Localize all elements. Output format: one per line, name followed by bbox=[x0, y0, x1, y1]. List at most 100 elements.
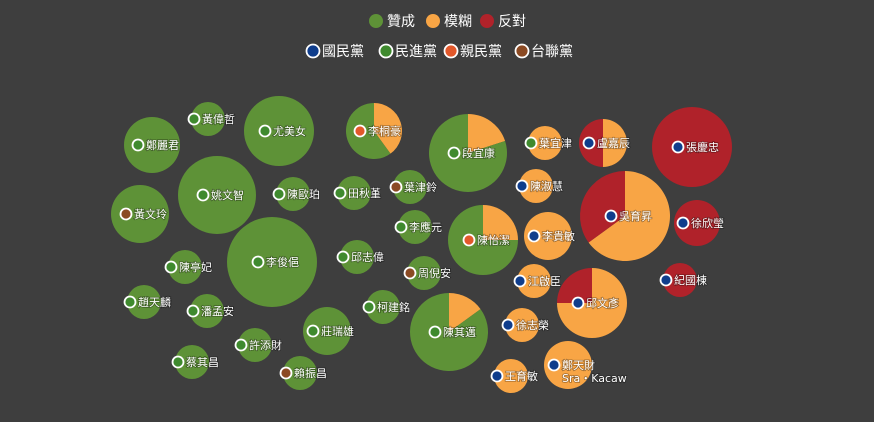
legend-party-item-party_tsu: 台聯黨 bbox=[514, 43, 573, 60]
party-marker bbox=[123, 295, 137, 309]
bubble-label: 許添財 bbox=[249, 338, 282, 352]
bubble[interactable]: 葉津鈴 bbox=[389, 170, 438, 204]
bubble[interactable]: 周倪安 bbox=[403, 256, 452, 290]
slice-oppose bbox=[652, 107, 732, 187]
bubble[interactable]: 李俊俋 bbox=[227, 217, 317, 307]
slice-vague bbox=[603, 119, 627, 167]
party-marker bbox=[187, 112, 201, 126]
slice-vague bbox=[517, 264, 551, 298]
party-marker bbox=[428, 325, 442, 339]
bubble[interactable]: 吳育昇 bbox=[580, 171, 670, 262]
legend-label: 反對 bbox=[498, 14, 526, 30]
slice-vague bbox=[588, 171, 670, 262]
party-marker bbox=[362, 300, 376, 314]
slice-vague bbox=[524, 212, 572, 260]
bubble-label: 陳其邁 bbox=[443, 325, 476, 339]
slice-agree bbox=[346, 103, 391, 160]
bubble-label: 李貴敏 bbox=[542, 229, 575, 243]
slice-vague bbox=[374, 103, 402, 154]
bubble[interactable]: 盧嘉辰 bbox=[579, 119, 631, 167]
bubble[interactable]: 姚文智 bbox=[178, 156, 256, 234]
party-marker bbox=[490, 369, 504, 383]
party-marker bbox=[515, 179, 529, 193]
legend-label: 親民黨 bbox=[460, 44, 502, 60]
party-marker bbox=[234, 338, 248, 352]
party-marker bbox=[447, 146, 461, 160]
party-marker bbox=[582, 136, 596, 150]
bubble[interactable]: 鄭麗君 bbox=[124, 117, 180, 173]
bubble-label: 李桐豪 bbox=[368, 124, 401, 138]
bubble-label: 莊瑞雄 bbox=[321, 324, 354, 338]
party-marker bbox=[501, 318, 515, 332]
slice-agree bbox=[244, 96, 314, 166]
bubble-label: 段宜康 bbox=[462, 146, 495, 160]
party-marker bbox=[462, 233, 476, 247]
bubble-label: 葉宜津 bbox=[539, 136, 572, 150]
bubble-label: 潘孟安 bbox=[201, 304, 234, 318]
party-marker bbox=[171, 355, 185, 369]
bubble[interactable]: 王育敏 bbox=[490, 359, 539, 393]
party-marker bbox=[164, 260, 178, 274]
bubble[interactable]: 蔡其昌 bbox=[171, 345, 220, 379]
bubble[interactable]: 邱志偉 bbox=[336, 240, 385, 274]
bubble[interactable]: 黃文玲 bbox=[111, 185, 169, 243]
bubble[interactable]: 陳淑慧 bbox=[515, 169, 564, 203]
legend-stance-item-oppose: 反對 bbox=[480, 14, 526, 30]
bubble-label: 陳淑慧 bbox=[530, 179, 563, 193]
legend-label: 模糊 bbox=[444, 14, 472, 30]
party-marker bbox=[671, 140, 685, 154]
bubble[interactable]: 李應元 bbox=[394, 210, 443, 244]
bubble[interactable]: 陳亭妃 bbox=[164, 250, 213, 284]
bubble-label: 賴振昌 bbox=[294, 366, 327, 380]
bubble-label: 吳育昇 bbox=[619, 209, 652, 223]
bubble[interactable]: 徐欣瑩 bbox=[674, 200, 725, 246]
legend-party-marker bbox=[514, 43, 530, 59]
legend-label: 國民黨 bbox=[322, 44, 364, 60]
bubble-label: 江啟臣 bbox=[528, 274, 561, 288]
bubble[interactable]: 李桐豪 bbox=[346, 103, 402, 160]
bubble-label: 徐志榮 bbox=[516, 318, 549, 332]
bubble[interactable]: 黃偉哲 bbox=[187, 102, 236, 136]
bubble[interactable]: 尤美女 bbox=[244, 96, 314, 166]
bubble[interactable]: 賴振昌 bbox=[279, 356, 328, 390]
slice-oppose bbox=[580, 171, 625, 243]
bubble[interactable]: 張慶忠 bbox=[652, 107, 732, 187]
legend-stance: 贊成 模糊 反對 bbox=[369, 14, 526, 30]
party-marker bbox=[353, 124, 367, 138]
slice-agree bbox=[283, 356, 317, 390]
bubble[interactable]: 莊瑞雄 bbox=[303, 307, 355, 355]
party-marker bbox=[336, 250, 350, 264]
bubble[interactable]: 陳怡潔 bbox=[448, 205, 518, 275]
bubble[interactable]: 趙天麟 bbox=[123, 285, 172, 319]
bubble-label: 徐欣瑩 bbox=[691, 216, 724, 230]
slice-agree bbox=[340, 240, 374, 274]
slice-agree bbox=[238, 328, 272, 362]
bubble[interactable]: 許添財 bbox=[234, 328, 283, 362]
slice-vague bbox=[505, 308, 539, 342]
bubble[interactable]: 段宜康 bbox=[429, 114, 508, 193]
bubble-label: 陳歐珀 bbox=[287, 187, 320, 201]
legend-swatch bbox=[426, 14, 440, 28]
bubble-label: 姚文智 bbox=[211, 188, 244, 202]
bubble[interactable]: 徐志榮 bbox=[501, 308, 550, 342]
bubble-label: 李俊俋 bbox=[266, 255, 299, 269]
party-marker bbox=[196, 188, 210, 202]
bubble[interactable]: 李貴敏 bbox=[524, 212, 576, 260]
bubble-label: 尤美女 bbox=[273, 124, 306, 138]
party-marker bbox=[251, 255, 265, 269]
bubble[interactable]: 葉宜津 bbox=[524, 126, 573, 160]
bubble[interactable]: 陳其邁 bbox=[409, 293, 488, 371]
bubble[interactable]: 陳歐珀 bbox=[272, 177, 321, 211]
bubble[interactable]: 江啟臣 bbox=[513, 264, 562, 298]
legend-party-item-party_dpp: 民進黨 bbox=[378, 43, 437, 60]
slice-vague bbox=[468, 114, 506, 153]
bubble[interactable]: 紀國棟 bbox=[659, 263, 708, 297]
bubble[interactable]: 邱文彥 bbox=[557, 268, 627, 338]
bubble[interactable]: 柯建銘 bbox=[362, 290, 411, 324]
bubble[interactable]: 田秋堇 bbox=[333, 176, 382, 210]
party-marker bbox=[131, 138, 145, 152]
bubble[interactable]: 潘孟安 bbox=[186, 294, 235, 328]
legend-party: 國民黨 民進黨 親民黨 台聯黨 bbox=[305, 43, 573, 60]
party-marker bbox=[513, 274, 527, 288]
